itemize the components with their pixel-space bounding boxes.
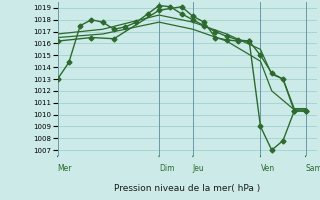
Text: Pression niveau de la mer( hPa ): Pression niveau de la mer( hPa )	[114, 184, 260, 193]
Text: Sam: Sam	[306, 164, 320, 173]
Text: Dim: Dim	[159, 164, 174, 173]
Text: Ven: Ven	[260, 164, 275, 173]
Text: Mer: Mer	[58, 164, 72, 173]
Text: Jeu: Jeu	[193, 164, 204, 173]
